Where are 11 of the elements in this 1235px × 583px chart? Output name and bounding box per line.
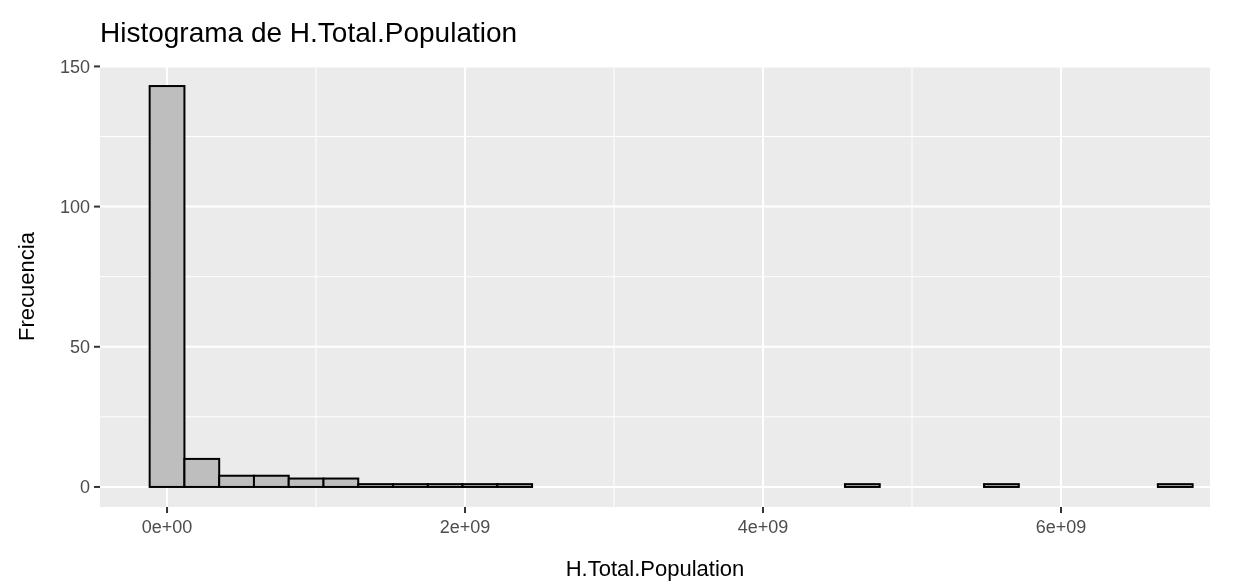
x-tick-label: 2e+09 [439,517,491,537]
y-tick-label: 100 [59,196,90,217]
x-tick-label: 0e+00 [141,517,193,537]
y-tick-label: 0 [79,477,90,498]
x-axis-title: H.Total.Population [565,556,745,581]
x-tick-label: 6e+09 [1035,517,1087,537]
y-tick-label: 50 [69,337,90,358]
y-axis-title: Frecuencia [14,231,39,341]
chart-title: Histograma de H.Total.Population [100,17,518,48]
x-tick-label: 4e+09 [737,517,789,537]
y-tick-label: 150 [59,56,90,77]
